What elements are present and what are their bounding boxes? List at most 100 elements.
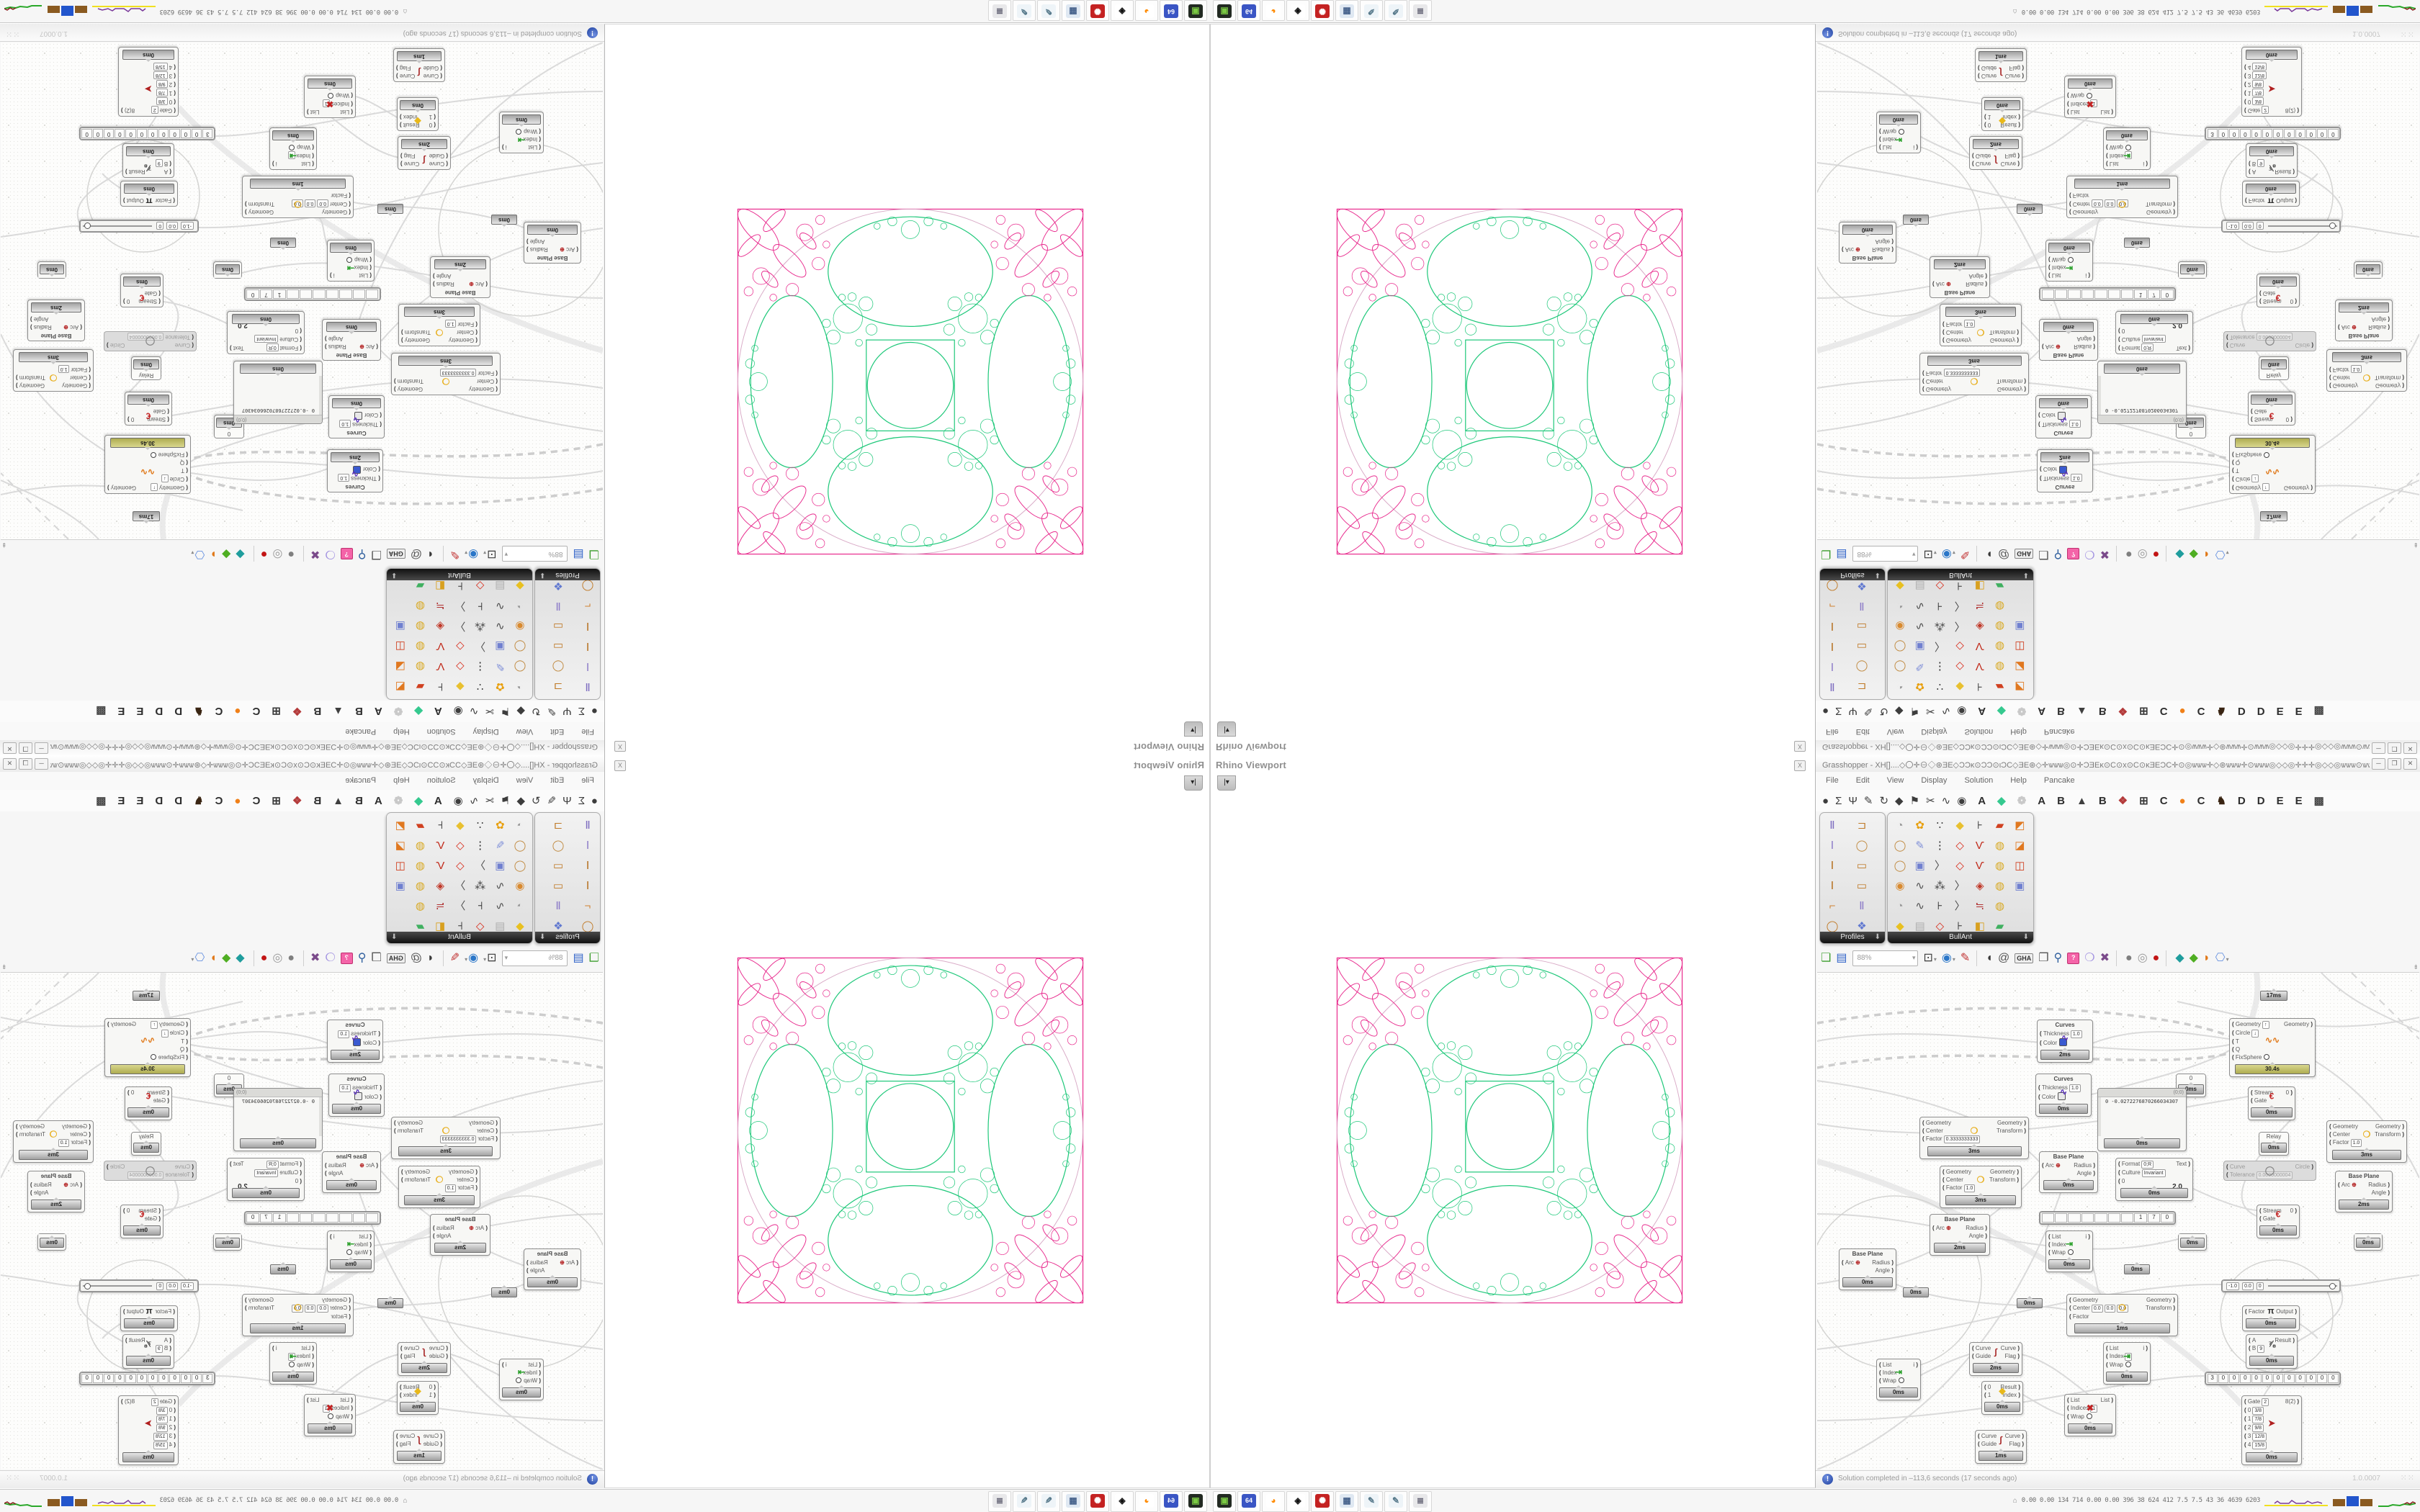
sketch-pen-icon[interactable]: ✎ [1960,548,1971,560]
component-icon[interactable]: ◍ [415,840,425,852]
toolbar-overflow-arrow[interactable]: ⇟ [1,541,7,549]
statusbar-grip[interactable]: ⁙⁙ [2400,30,2415,38]
component-icon[interactable]: ◇ [1955,660,1964,672]
category-tab-icon-7[interactable]: ✂ [1926,705,1935,717]
component-icon[interactable]: ◉ [515,620,525,632]
find-icon[interactable]: ⚲ [2053,952,2063,964]
plugin-tab-13[interactable]: D [2237,705,2246,718]
component-icon[interactable]: ◯ [514,660,526,672]
component-icon[interactable]: Ⅱ [1859,900,1865,912]
rings-icon[interactable]: ◎ [272,952,283,964]
component-icon[interactable]: ▭ [1856,860,1868,872]
sketch-pen-icon[interactable]: ✎ [449,548,460,560]
gha-icon[interactable]: GHA [386,953,405,963]
category-tab-icon-9[interactable]: ◉ [1957,705,1967,717]
balloon-icon[interactable]: ❍ [325,952,336,964]
ball-orange-icon[interactable]: ◗ [210,952,218,964]
menu-file[interactable]: File [1826,776,1839,785]
component-icon[interactable]: ✎ [1915,840,1924,852]
gh-node-data-panel[interactable]: (0;0) 0 -0.0272276870266034307 0ms [2097,361,2187,424]
component-icon[interactable]: ◔ [1896,819,1904,832]
component-icon[interactable]: ◫ [2015,640,2025,652]
window-icon[interactable]: ❐ [371,548,382,560]
component-icon[interactable]: ◯ [1894,860,1906,872]
gh-node-profiler-17ms[interactable]: 17ms [133,991,160,1001]
gh-node-flip-curve-2[interactable]: ( Curve( Guide Curve ) Flag ) ∫ 1ms [393,1430,445,1464]
component-icon[interactable]: ▭ [552,620,564,632]
component-icon[interactable]: 〉 [454,620,466,632]
gh-node-tag-0ms-a[interactable]: 0ms [2124,238,2150,248]
plugin-tab-1[interactable]: ◆ [414,705,423,717]
plugin-tab-8[interactable]: ⊞ [2139,795,2148,807]
component-icon[interactable]: ≒ [1975,900,1985,912]
taskbar-floppy-64-icon[interactable]: 64 [1237,1491,1260,1512]
menu-help[interactable]: Help [393,776,410,785]
statusbar-grip[interactable]: ⁙⁙ [5,1474,20,1482]
gh-node-stream-gate-1[interactable]: ( Stream( Gate 0 ) €0ms [125,1086,172,1120]
component-icon[interactable]: 〉 [1954,880,1966,892]
sphere-shell-icon[interactable]: ● [2125,548,2133,560]
component-icon[interactable]: ◉ [515,880,525,892]
gh-node-base-plane-4[interactable]: Base Plane( Arc ⊕ Radius ) Angle ) 0ms [524,222,581,264]
gh-node-stream-gate-2[interactable]: ( Stream( Gate 0 ) €0ms [120,274,163,307]
maximize-button[interactable]: ❐ [19,758,32,770]
component-icon[interactable]: ◫ [2015,860,2025,872]
component-icon[interactable]: ⌐ [1829,900,1836,912]
component-icon[interactable]: ∿ [496,880,505,892]
plugin-tab-0[interactable]: A [434,794,442,807]
gha-icon[interactable]: GHA [2015,549,2034,559]
gh-node-relay-2[interactable]: 0ms [213,1233,242,1251]
component-icon[interactable]: ◈ [436,620,444,632]
plugin-tab-14[interactable]: D [2257,705,2265,718]
category-tab-icon-6[interactable]: ⚑ [500,795,511,807]
rings-icon[interactable]: ◎ [2137,548,2148,560]
plugin-tab-9[interactable]: C [252,705,261,718]
gh-node-curves-display-1[interactable]: Curves( Thickness1.0( Color∿2ms [327,1020,383,1063]
component-icon[interactable]: ▭ [1856,640,1868,652]
palette-label-profiles[interactable]: Profiles ⬇ [535,569,600,580]
focus-extents-icon[interactable]: ⊡▾ [483,548,497,560]
close-button[interactable]: ✕ [3,742,17,754]
menu-file[interactable]: File [1826,727,1839,736]
gh-node-sift-node[interactable]: ( 0( 1 Result ) Index ) ◆ 0ms [397,1381,439,1415]
preview-eye-icon[interactable]: ◉▾ [1941,952,1955,964]
component-icon[interactable]: ⊦ [1937,600,1943,612]
gh-node-list-item-1[interactable]: ( List( Index( Wrap i ) ⇥ 0ms [2045,240,2093,282]
grasshopper-titlebar[interactable]: Grasshopper - XH[]....◇〇✛⊖◇⊛ƎE◇ƆƆĸ⊙ƆƆ⊙ιƆ… [1816,739,2420,756]
component-icon[interactable]: ⌐ [584,900,591,912]
component-icon[interactable]: ∿ [496,600,505,612]
category-tab-icon-2[interactable]: Ψ [563,794,572,807]
component-icon[interactable]: Ѵ [1975,660,1984,672]
gh-node-base-plane-4[interactable]: Base Plane( Arc ⊕ Radius ) Angle ) 0ms [1839,1248,1896,1290]
find-icon[interactable]: ⚲ [2053,548,2063,560]
component-icon[interactable]: Ѵ [1975,860,1984,872]
gh-node-profiler-17ms[interactable]: 17ms [2260,511,2287,521]
preview-eye-icon[interactable]: ◉▾ [1941,548,1955,560]
component-icon[interactable]: ◍ [1995,660,2005,672]
internalise-icon[interactable]: @ [410,548,423,560]
save-file-icon[interactable]: ▤ [573,548,584,560]
gh-node-pi-node[interactable]: ( Factor Output ) π 0ms [120,181,178,207]
component-icon[interactable]: 〉 [1954,620,1966,632]
component-icon[interactable]: Ⅰ [1830,660,1834,672]
component-icon[interactable]: ◩ [395,680,405,693]
component-icon[interactable]: ◔ [516,600,524,612]
plugin-tab-12[interactable]: ♞ [194,795,204,807]
taskbar-firefox-icon[interactable]: ◕ [1135,1491,1158,1512]
component-icon[interactable]: ▭ [1856,880,1868,892]
gh-node-base-plane-3[interactable]: Base Plane( Arc ⊕ Radius ) Angle ) 2ms [430,1214,490,1256]
statusbar-grip[interactable]: ⁙⁙ [5,30,20,38]
hex-blue-icon[interactable]: ⎔▾ [2215,548,2229,560]
component-icon[interactable]: ◍ [415,880,425,892]
grasshopper-titlebar[interactable]: Grasshopper - XH[]....◇〇✛⊖◇⊛ƎE◇ƆƆĸ⊙ƆƆ⊙ιƆ… [1816,756,2420,773]
taskbar-blackwhite-app-icon[interactable]: ◈ [1286,0,1309,21]
ball-orange-icon[interactable]: ◗ [2202,952,2210,964]
component-icon[interactable]: ⊦ [1976,680,1983,693]
